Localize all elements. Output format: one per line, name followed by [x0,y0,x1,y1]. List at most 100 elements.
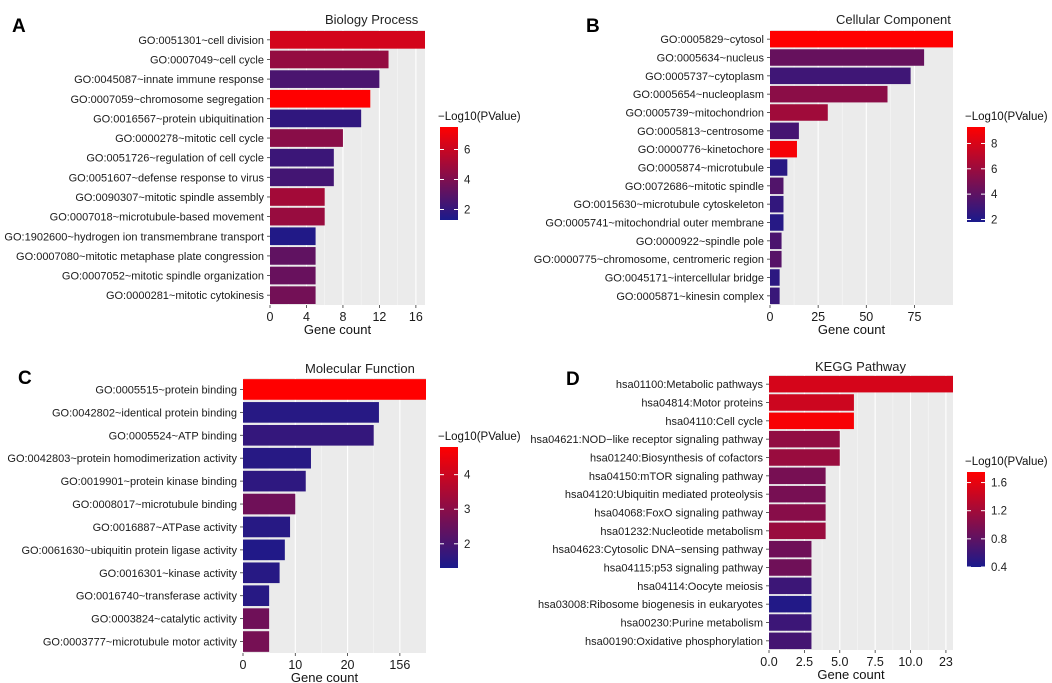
category-label: GO:0016301~kinase activity [99,568,237,580]
category-label: GO:0042803~protein homodimerization acti… [7,453,237,465]
bar [769,485,826,503]
legend-tick-label: 2 [464,205,470,217]
legend-title: −Log10(PValue) [965,111,1048,123]
legend-tick-label: 6 [991,164,997,176]
bar [769,632,812,650]
legend-tick-label: 8 [991,138,997,150]
x-tick-label: 23 [939,655,953,669]
bar [770,67,911,85]
legend-colorbar [440,127,458,220]
bar [769,504,826,521]
bar [270,89,371,108]
bar [270,188,325,206]
bar [770,177,784,195]
bar [769,412,854,430]
bar [243,631,270,652]
category-label: hsa00190:Oxidative phosphorylation [585,636,763,648]
category-label: GO:0003824~catalytic activity [91,614,237,626]
bar [243,402,379,423]
x-tick-label: 75 [908,310,922,324]
category-label: GO:0008017~microtubule binding [72,499,237,511]
bar [769,559,812,576]
bar [270,266,316,285]
color-legend: −Log10(PValue) 2 3 4 [438,431,521,568]
bar [243,539,285,561]
bar [243,516,291,538]
x-tick-label: 4 [303,310,310,324]
bar [270,227,316,246]
category-label: GO:0005871~kinesin complex [616,291,764,303]
category-label: GO:0005737~cytoplasm [645,71,764,83]
category-label: hsa04621:NOD−like receptor signaling pat… [530,434,763,446]
category-label: GO:0016567~protein ubiquitination [93,113,264,125]
category-label: GO:0005874~microtubule [638,163,764,175]
color-legend: −Log10(PValue) 2 4 6 [438,111,521,220]
category-label: hsa04110:Cell cycle [665,416,763,428]
category-label: GO:0007018~microtubule-based movement [50,212,264,224]
bar [769,467,826,485]
category-label: hsa04114:Oocyte meiosis [637,581,763,593]
bar [770,269,780,286]
panel-letter: A [12,16,26,37]
legend-tick-label: 6 [464,145,470,157]
bar [770,250,782,268]
bar [270,207,325,226]
x-tick-label: 10 [288,658,302,672]
bar [770,159,788,176]
category-label: GO:0000281~mitotic cytokinesis [106,290,265,302]
bar [243,562,280,584]
bar [270,129,343,147]
panel-c: GO:0005515~protein binding GO:0042802~ide… [7,361,520,683]
category-label: GO:0005739~mitochondrion [625,108,764,120]
category-label: GO:0051726~regulation of cell cycle [86,153,264,165]
category-label: GO:0005634~nucleus [657,53,765,65]
category-label: hsa01100:Metabolic pathways [616,379,764,391]
bar [270,247,316,265]
x-tick-label: 156 [389,658,410,672]
x-tick-label: 8 [339,310,346,324]
category-label: GO:0051607~defense response to virus [69,172,265,184]
bar [270,109,362,128]
bar [770,287,780,305]
x-axis-label: Gene count [817,667,885,682]
category-label: GO:0090307~mitotic spindle assembly [75,192,264,204]
bar [243,470,306,492]
bar [243,379,426,400]
category-label: GO:0000922~spindle pole [636,236,764,248]
category-label: GO:0007059~chromosome segregation [70,94,264,106]
bar [769,595,812,613]
legend-title: −Log10(PValue) [438,111,521,123]
legend-tick-label: 4 [464,175,471,187]
bar [770,49,925,66]
bar [770,214,784,231]
category-label: GO:0016887~ATPase activity [93,522,238,534]
category-label: GO:0005524~ATP binding [109,430,237,442]
bar [270,70,380,88]
panel-title: Cellular Component [836,12,951,27]
category-label: GO:0005741~mitochondrial outer membrane [545,218,764,230]
bar [769,540,812,558]
x-tick-label: 0 [767,310,774,324]
panel-b: GO:0005829~cytosol GO:0005634~nucleus GO:0… [534,12,1048,337]
category-label: GO:0007080~mitotic metaphase plate congr… [16,251,264,263]
legend-title: −Log10(PValue) [965,456,1048,468]
color-legend: −Log10(PValue) 2 4 6 8 [965,111,1048,226]
category-label: hsa04150:mTOR signaling pathway [589,471,764,483]
category-label: hsa04115:p53 signaling pathway [604,563,764,575]
legend-colorbar [967,472,985,567]
category-label: hsa00230:Purine metabolism [621,618,763,630]
panel-letter: B [586,16,600,37]
bar [270,286,316,305]
x-tick-label: 0.0 [760,655,777,669]
bar [270,50,389,69]
panel-d: hsa01100:Metabolic pathways hsa04814:Moto… [530,359,1047,682]
x-tick-label: 16 [409,310,423,324]
plot-background [243,378,426,653]
x-tick-label: 25 [811,310,825,324]
bar [770,195,784,213]
category-label: GO:0000776~kinetochore [638,144,764,156]
bar [769,394,854,411]
category-label: GO:1902600~hydrogen ion transmembrane tr… [4,231,264,243]
bar [769,522,826,540]
